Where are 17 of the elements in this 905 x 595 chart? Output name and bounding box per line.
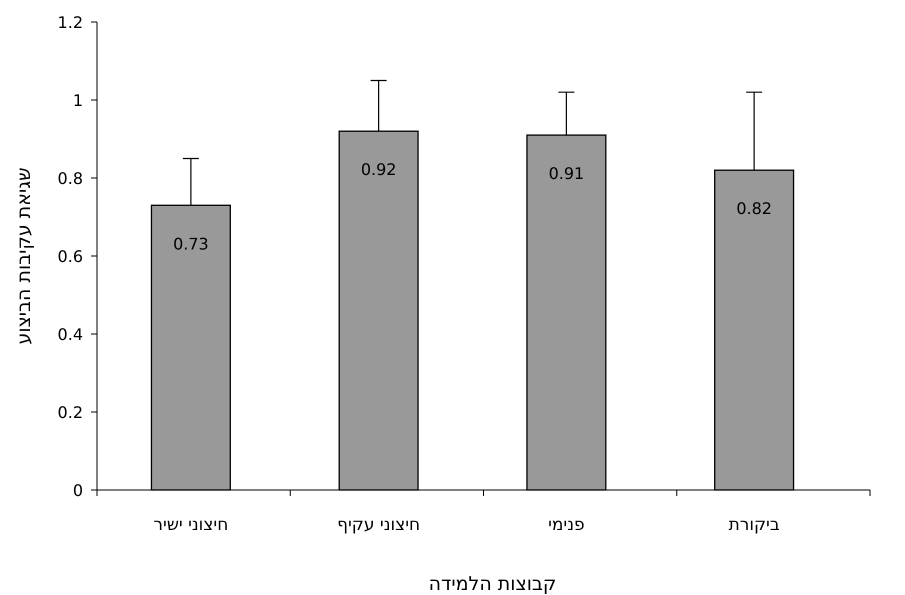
data-label: 0.91 — [548, 164, 584, 184]
data-label: 0.73 — [173, 234, 209, 254]
y-tick-label: 1 — [72, 91, 83, 110]
x-tick-label: חיצוני ישיר — [153, 515, 228, 535]
y-tick-label: 0.6 — [58, 247, 83, 266]
x-tick-label: פנימי — [548, 515, 585, 535]
x-tick-label: חיצוני עקיף — [337, 515, 420, 535]
y-tick-label: 0.4 — [58, 325, 83, 344]
y-tick-label: 0.8 — [58, 169, 83, 188]
y-tick-label: 0 — [72, 481, 83, 500]
y-tick-label: 0.2 — [58, 403, 83, 422]
data-label: 0.92 — [360, 160, 396, 180]
y-tick-label: 1.2 — [58, 13, 83, 32]
data-label: 0.82 — [736, 199, 772, 218]
x-axis-title: קבוצות הלמידה — [428, 573, 556, 595]
x-tick-label: ביקורת — [728, 515, 780, 535]
y-axis-title: שגיאת עקיבות הביצוע — [13, 167, 35, 345]
